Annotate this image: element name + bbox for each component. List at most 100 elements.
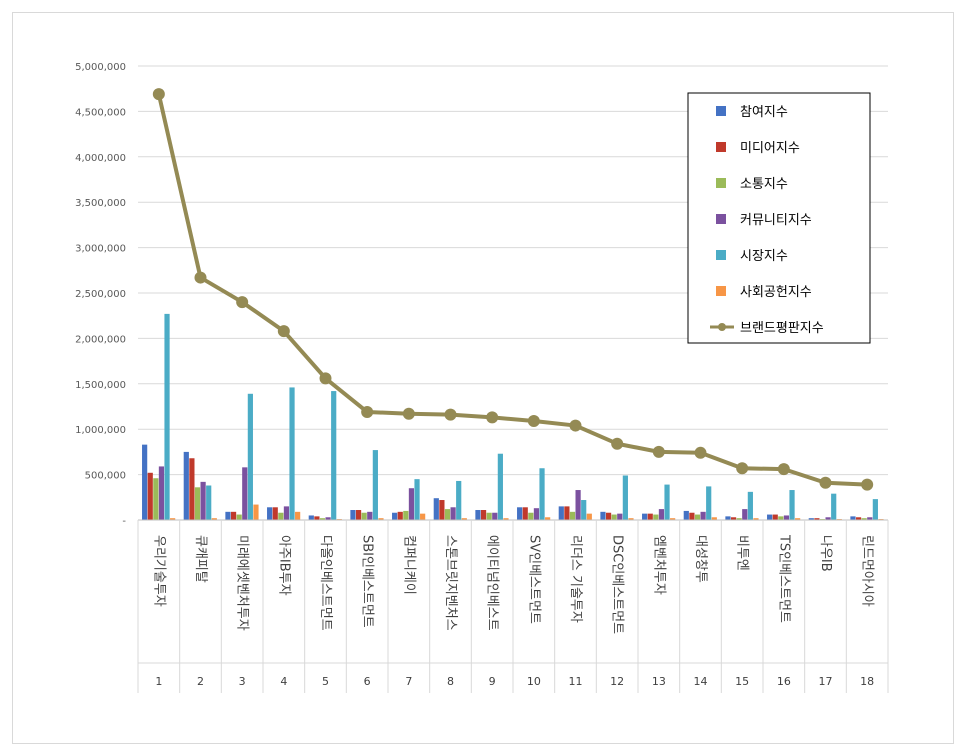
bar	[439, 500, 445, 520]
bar	[319, 518, 326, 520]
bar	[628, 518, 634, 520]
y-axis-ticks: - 500,000 1,000,000 1,500,000 2,000,000 2,500…	[75, 62, 126, 527]
bar	[736, 518, 742, 520]
bar	[350, 510, 356, 520]
x-category-label: 컴퍼니케이	[401, 535, 416, 595]
bar	[694, 514, 701, 520]
x-rank-label: 3	[239, 675, 246, 688]
line-point	[319, 372, 332, 385]
bar	[225, 511, 231, 520]
bar	[503, 518, 509, 520]
bar	[767, 514, 773, 520]
bar	[872, 499, 878, 520]
legend-swatch	[716, 286, 726, 296]
x-category-label: 우리기술투자	[151, 535, 166, 607]
x-axis: 우리기술투자 1 큐캐피탈 2 미래에셋벤처투자 3 아주IB투자 4 다올인베스트먼트 5 SBI…	[137, 519, 889, 693]
bar	[475, 510, 481, 520]
y-tick-label: 4,000,000	[75, 153, 126, 164]
x-rank-label: 17	[819, 675, 833, 688]
line-point	[736, 462, 749, 475]
bar	[683, 510, 689, 520]
bar	[444, 509, 451, 520]
bar	[289, 387, 295, 520]
x-rank-label: 10	[527, 675, 541, 688]
bar	[247, 393, 253, 520]
bar	[569, 511, 576, 520]
brand-index-line	[156, 93, 868, 487]
x-category-label: 다올인베스트먼트	[318, 535, 333, 631]
bar	[211, 518, 217, 520]
bar	[564, 506, 570, 520]
bar	[689, 512, 695, 520]
bar	[392, 512, 398, 520]
bar	[539, 468, 545, 520]
bar	[420, 513, 426, 520]
bar	[814, 518, 820, 520]
line-point	[194, 271, 207, 284]
bar	[647, 513, 653, 520]
bar	[461, 518, 467, 520]
bar	[778, 516, 784, 520]
line-point	[444, 408, 457, 421]
bar	[414, 479, 420, 520]
bar	[808, 518, 814, 520]
bar	[200, 481, 206, 520]
line-point	[152, 88, 165, 101]
bar	[605, 512, 612, 520]
legend-marker	[718, 323, 726, 331]
x-category-label: TS인베스트먼트	[776, 534, 791, 623]
line-point	[402, 407, 415, 420]
line-series	[152, 88, 874, 491]
y-tick-label: 1,500,000	[75, 380, 126, 391]
x-rank-label: 9	[489, 675, 496, 688]
bar	[433, 498, 439, 520]
bar	[622, 475, 628, 520]
legend-swatch	[716, 178, 726, 188]
legend-swatch	[716, 214, 726, 224]
bar	[747, 491, 753, 520]
bar	[517, 507, 523, 520]
x-rank-label: 11	[569, 675, 583, 688]
bar	[242, 467, 248, 520]
legend-swatch	[716, 142, 726, 152]
x-category-label: SV인베스트먼트	[526, 535, 541, 624]
bar	[617, 513, 623, 520]
x-rank-label: 4	[280, 675, 287, 688]
legend-swatch	[716, 250, 726, 260]
line-point	[361, 405, 374, 418]
bar	[355, 510, 362, 520]
legend-swatch	[716, 106, 726, 116]
y-tick-label: 2,500,000	[75, 289, 126, 300]
bar	[855, 517, 862, 520]
bar	[586, 513, 592, 520]
x-category-label: 미래에셋벤처투자	[235, 535, 250, 631]
line-point	[819, 476, 832, 489]
bar	[575, 490, 581, 520]
x-category-label: 큐캐피탈	[193, 535, 208, 583]
bar	[142, 444, 148, 520]
bar	[486, 512, 492, 520]
bars	[142, 313, 884, 520]
x-category-label: 아주IB투자	[276, 535, 291, 596]
y-tick-label: 3,500,000	[75, 198, 126, 209]
bar	[706, 486, 712, 520]
chart-frame: - 500,000 1,000,000 1,500,000 2,000,000 2,500…	[12, 12, 954, 744]
bar	[230, 511, 237, 520]
bar	[367, 511, 373, 520]
x-category-label: 스톤브릿지벤처스	[443, 535, 458, 631]
x-rank-label: 15	[735, 675, 749, 688]
bar	[236, 514, 242, 520]
bar	[753, 518, 759, 520]
y-tick-label: 3,000,000	[75, 244, 126, 255]
bar	[456, 480, 462, 520]
bar	[331, 391, 337, 520]
x-category-label: 엠벤처투자	[651, 535, 666, 595]
line-point	[527, 415, 540, 428]
line-point	[277, 325, 290, 338]
bar	[730, 517, 737, 520]
line-point	[652, 445, 665, 458]
x-category-label: DSC인베스트먼트	[610, 535, 625, 634]
bar	[711, 517, 717, 520]
x-rank-label: 8	[447, 675, 454, 688]
bar	[861, 518, 867, 520]
